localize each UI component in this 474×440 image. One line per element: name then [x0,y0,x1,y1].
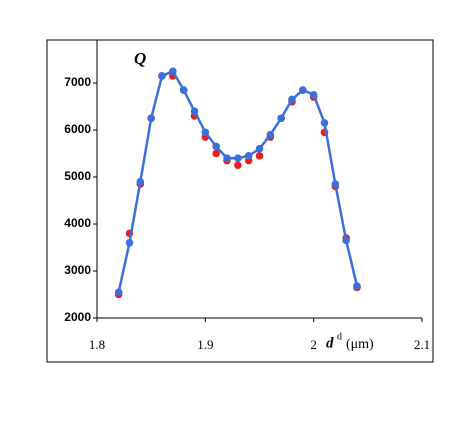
point [309,90,318,99]
y-tick-label: 5000 [64,169,91,183]
point [331,180,340,188]
point [201,128,210,137]
x-axis-label-unit: (μm) [346,337,374,352]
point [234,154,242,162]
y-tick-label: 6000 [64,122,91,136]
x-tick-label: 2.1 [414,337,430,352]
point [212,142,220,151]
x-tick-label: 2 [310,337,317,352]
series-line [117,69,359,293]
y-axis-label: Q [134,49,146,68]
point [266,130,275,139]
x-axis-label-superscript: d [337,331,342,342]
point [299,86,307,94]
point [136,177,145,186]
y-tick-label: 4000 [64,216,91,230]
point [255,152,264,160]
x-tick-label: 1.9 [197,337,213,352]
point [244,152,253,160]
y-tick-label: 2000 [64,310,91,324]
point [342,236,350,245]
point [158,72,166,80]
y-tick-label: 3000 [64,263,91,277]
point [114,288,123,296]
point [353,282,361,290]
point [255,145,264,153]
point [125,239,134,247]
point [179,86,188,94]
x-axis-label: d [326,335,334,351]
point [147,114,155,123]
point [234,161,242,170]
point [190,107,199,115]
point [320,119,329,127]
frame [46,39,434,363]
y-tick-label: 7000 [64,75,91,89]
point [277,114,285,123]
point [288,95,296,104]
x-tick-label: 1.8 [89,337,105,352]
point [212,149,220,158]
point [169,67,177,76]
point [223,154,231,162]
